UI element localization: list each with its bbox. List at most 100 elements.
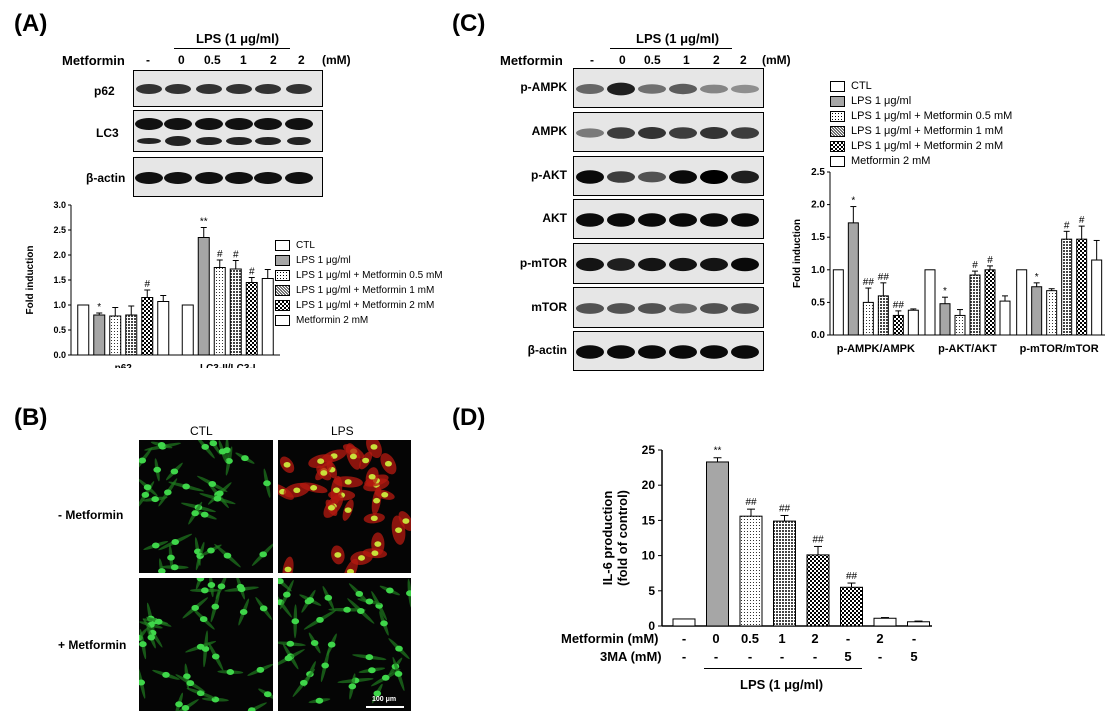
cell-nucleus [171,538,180,545]
category-label: p-mTOR/mTOR [1020,343,1099,355]
bar [1076,238,1088,336]
cell-nucleus [226,669,235,676]
panel-b-col-ctl: CTL [190,424,213,438]
cell-nucleus [207,547,215,554]
significance-mark: * [851,196,855,207]
cell-nucleus [368,667,376,674]
cell-nucleus [256,666,265,673]
band [576,257,604,272]
band [638,127,666,139]
bar [939,303,951,336]
panel-d-3ma-value: - [681,649,687,664]
band [607,127,635,139]
significance-mark: ## [812,534,824,545]
cell-nucleus [284,566,292,573]
cell-nucleus [293,487,301,494]
bar [125,314,138,356]
panel-c-blot [573,331,764,371]
legend-swatch [830,80,845,92]
bar [840,586,863,627]
cell-nucleus [373,690,382,697]
cell-nucleus [324,594,333,601]
cell-nucleus [164,489,172,496]
bar [847,222,859,336]
cell-nucleus [320,470,328,476]
cell-nucleus [196,578,205,582]
cell-nucleus [218,448,227,455]
cell-nucleus [346,568,354,573]
legend-swatch [830,125,845,137]
panel-c-blot-label: p-AMPK [520,80,567,94]
panel-b-row-plus: + Metformin [58,638,127,652]
cell-nucleus [196,690,205,697]
bar [77,304,90,356]
panel-d-3ma-value: - [877,649,883,664]
legend-label: LPS 1 μg/ml + Metformin 1 mM [296,285,435,296]
cell-nucleus [209,440,218,447]
y-tick-label: 0 [648,619,655,633]
legend-swatch [830,140,845,152]
y-tick-label: 20 [642,478,656,492]
cell-nucleus [183,673,191,680]
y-tick-label: 2.0 [53,250,66,260]
panel-d-row-label-metformin: Metformin (mM) [561,631,659,646]
legend-swatch [275,255,290,266]
cell-nucleus [151,542,160,549]
panel-d-3ma-value: 5 [910,649,918,664]
cell-nucleus [284,655,293,662]
y-tick-label: 0.0 [811,330,825,341]
category-label: p62 [115,363,133,368]
band [731,345,759,359]
band [638,84,666,94]
panel-c-blot [573,68,764,108]
cell-nucleus [213,495,222,502]
cell-nucleus [310,485,318,491]
panel-d-lps-label: LPS (1 μg/ml) [740,677,824,692]
y-tick-label: 15 [642,513,656,527]
y-tick-label: 2.5 [53,225,66,235]
significance-mark: * [1035,272,1039,283]
cell-nucleus [217,583,226,590]
band [669,83,697,95]
significance-mark: ** [714,446,722,457]
band [731,170,759,184]
legend-entry: LPS 1 μg/ml [830,95,911,109]
bar [706,461,729,627]
cell-nucleus [394,670,403,677]
cell-nucleus [139,457,147,464]
legend-swatch [275,285,290,296]
bar [969,274,981,336]
y-axis-label: IL-6 production [600,491,615,586]
band [576,345,604,359]
band [700,303,728,314]
significance-mark: # [987,255,993,266]
panel-c-lps-line [610,48,732,49]
cell-nucleus [368,473,376,480]
panel-d-metformin-value: 0.5 [740,631,760,646]
legend-label: LPS 1 μg/ml + Metformin 1 mM [851,125,1004,138]
band [607,213,635,227]
band [607,171,635,183]
band [700,213,728,227]
cell-nucleus [207,581,216,588]
category-label: p-AKT/AKT [938,343,997,355]
panel-a-dose-0: - [146,53,150,67]
bar [261,278,274,356]
y-axis-label: Fold induction [792,219,803,288]
band [731,303,759,314]
band [607,303,635,314]
legend-swatch [275,315,290,326]
panel-c-blot [573,156,764,196]
panel-c-dose-0: - [590,53,594,67]
bar [862,301,874,336]
panel-d-metformin-value: 0 [712,631,720,646]
legend-label: Metformin 2 mM [296,315,369,326]
y-tick-label: 0.5 [811,297,825,308]
cell-nucleus [141,491,150,498]
legend-swatch [830,110,845,122]
bar [1061,238,1073,336]
legend-label: LPS 1 μg/ml [296,255,351,266]
y-tick-label: 2.0 [811,200,825,211]
panel-d-3ma-value: - [779,649,785,664]
band [669,127,697,139]
